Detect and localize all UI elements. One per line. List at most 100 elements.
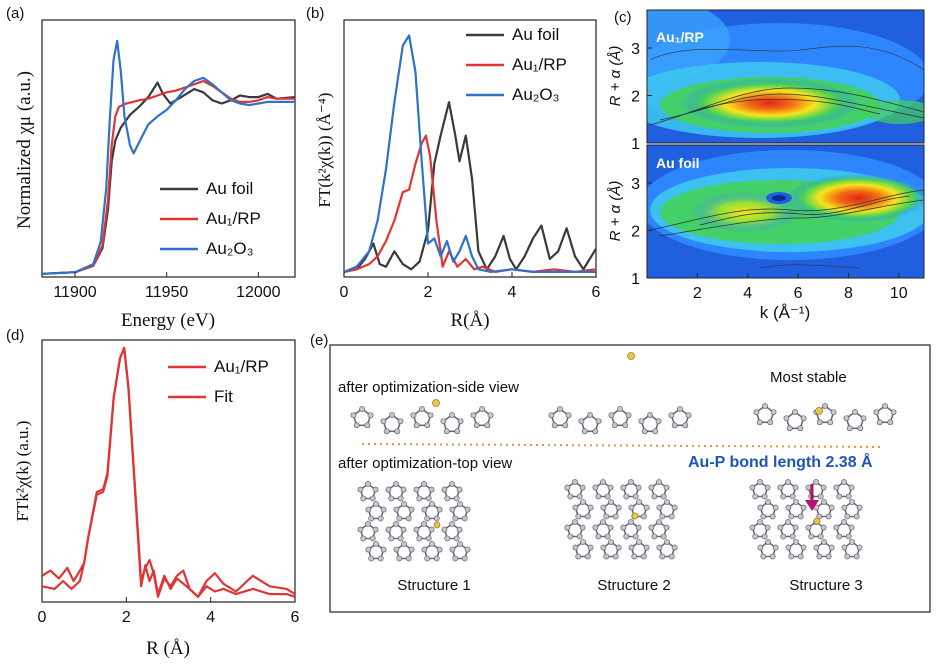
panel-c-y-tick-label: 3 bbox=[631, 41, 640, 58]
heatmap-au1rp-hotspot bbox=[680, 78, 860, 128]
atom bbox=[749, 484, 756, 491]
panel-b-series bbox=[344, 34, 596, 273]
heatmap-au1rp-y-axis-label: R + α (Å) bbox=[607, 46, 624, 107]
au-atom-side-3 bbox=[815, 407, 823, 415]
atom bbox=[792, 524, 799, 531]
au-atom-side-2 bbox=[627, 352, 635, 360]
atom bbox=[576, 533, 583, 540]
atom bbox=[369, 535, 376, 542]
panel-c-y-tick-label: 1 bbox=[631, 136, 640, 153]
atom bbox=[587, 504, 594, 511]
atom bbox=[628, 544, 635, 551]
atom bbox=[365, 481, 371, 487]
atom bbox=[659, 553, 666, 560]
atom bbox=[785, 504, 792, 511]
atom bbox=[484, 422, 491, 429]
atom bbox=[836, 533, 843, 540]
panel-c-y-tick-label: 1 bbox=[631, 271, 640, 288]
atom bbox=[377, 515, 384, 522]
atom bbox=[365, 506, 372, 513]
atom bbox=[628, 479, 634, 485]
atom bbox=[464, 546, 471, 553]
panel-b-frame bbox=[343, 19, 597, 278]
structure-1-label: Structure 1 bbox=[397, 577, 470, 594]
atom bbox=[882, 403, 888, 409]
atom bbox=[656, 544, 663, 551]
bond-length-label: Au-P bond length 2.38 Å bbox=[688, 452, 873, 471]
atom bbox=[887, 419, 894, 426]
atom bbox=[612, 553, 619, 560]
atom bbox=[604, 533, 611, 540]
atom bbox=[413, 422, 420, 429]
atom bbox=[456, 526, 463, 533]
bond-arrow-head bbox=[805, 500, 819, 511]
panel-d-legend-entry: Fit bbox=[214, 387, 233, 406]
atom bbox=[576, 493, 583, 500]
atom bbox=[365, 546, 372, 553]
panel-a-x-tick-label: 11950 bbox=[145, 284, 188, 301]
atom bbox=[405, 555, 412, 562]
atom bbox=[783, 415, 790, 422]
panel-b-label: (b) bbox=[306, 5, 324, 22]
atom bbox=[608, 499, 614, 505]
atom bbox=[625, 412, 632, 419]
atom bbox=[562, 422, 569, 429]
top-view-structures bbox=[357, 479, 863, 562]
panel-b-legend: Au foil Au₁/RP Au₂O₃ bbox=[466, 25, 567, 104]
structure-2-label: Structure 2 bbox=[597, 577, 670, 594]
heatmap-au1rp bbox=[647, 10, 924, 143]
atom bbox=[425, 495, 432, 502]
atom bbox=[557, 406, 563, 412]
atom bbox=[427, 412, 434, 419]
panel-d-series-0 bbox=[42, 346, 295, 598]
atom bbox=[769, 513, 776, 520]
atom bbox=[620, 484, 627, 491]
atom bbox=[848, 524, 855, 531]
atom bbox=[641, 428, 648, 435]
atom bbox=[752, 533, 759, 540]
atom bbox=[433, 515, 440, 522]
panel-d-frame bbox=[41, 339, 296, 603]
atom bbox=[393, 546, 400, 553]
atom bbox=[377, 555, 384, 562]
au-atom-side-1 bbox=[432, 399, 440, 407]
atom bbox=[428, 526, 435, 533]
atom bbox=[656, 504, 663, 511]
atom bbox=[584, 513, 591, 520]
atom bbox=[572, 519, 578, 525]
atom bbox=[397, 495, 404, 502]
panel-d-x-tick-label: 6 bbox=[291, 609, 300, 626]
atom bbox=[600, 504, 607, 511]
heatmap-au-foil-frame bbox=[646, 144, 925, 279]
panel-a-series-2 bbox=[42, 39, 295, 275]
atom bbox=[357, 486, 364, 493]
atom bbox=[441, 526, 448, 533]
panel-e-frame bbox=[329, 344, 931, 613]
heatmap-au-foil-y-axis-label: R + α (Å) bbox=[607, 181, 624, 242]
heatmap-au-foil-label: Au foil bbox=[656, 155, 700, 171]
atom bbox=[664, 539, 670, 545]
atom bbox=[797, 425, 804, 432]
atom bbox=[635, 524, 642, 531]
atom bbox=[457, 418, 464, 425]
atom bbox=[429, 501, 435, 507]
atom bbox=[592, 484, 599, 491]
atom bbox=[833, 484, 840, 491]
atom bbox=[632, 533, 639, 540]
panel-c-x-tick-label: 10 bbox=[890, 285, 908, 302]
atom bbox=[797, 553, 804, 560]
panel-c-x-tick-label: 4 bbox=[743, 285, 752, 302]
atom bbox=[756, 419, 763, 426]
atom bbox=[393, 521, 399, 527]
atom bbox=[444, 535, 451, 542]
panel-a-legend: Au foil Au₁/RP Au₂O₃ bbox=[160, 179, 261, 258]
panel-d: (d) 0 2 4 6 R (Å) FTk²χ(k) (a.u.) Au₁/RP Fit bbox=[6, 327, 300, 659]
atom bbox=[408, 546, 415, 553]
atom bbox=[833, 524, 840, 531]
atom bbox=[777, 484, 784, 491]
atom bbox=[394, 428, 401, 435]
atom bbox=[785, 479, 791, 485]
atom bbox=[761, 533, 768, 540]
atom bbox=[436, 506, 443, 513]
